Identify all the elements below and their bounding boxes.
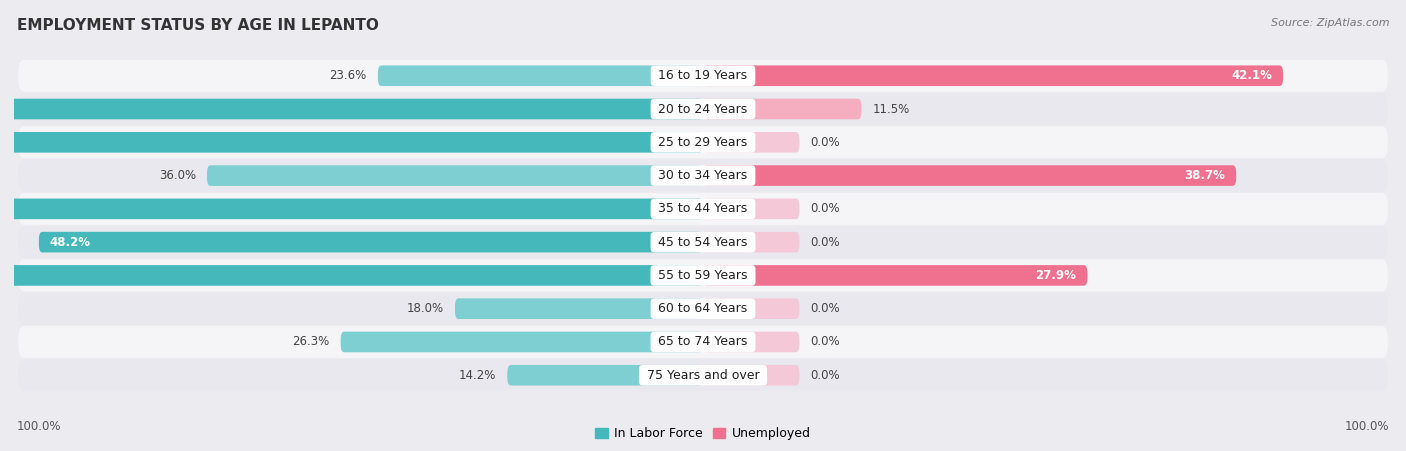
Text: 0.0%: 0.0% <box>810 136 841 149</box>
FancyBboxPatch shape <box>39 232 703 253</box>
FancyBboxPatch shape <box>207 165 703 186</box>
Text: 0.0%: 0.0% <box>810 202 841 216</box>
FancyBboxPatch shape <box>0 99 703 120</box>
FancyBboxPatch shape <box>18 259 1388 291</box>
FancyBboxPatch shape <box>378 65 703 86</box>
Text: 30 to 34 Years: 30 to 34 Years <box>654 169 752 182</box>
FancyBboxPatch shape <box>0 265 703 286</box>
Text: 27.9%: 27.9% <box>1036 269 1077 282</box>
Text: 38.7%: 38.7% <box>1184 169 1225 182</box>
FancyBboxPatch shape <box>18 93 1388 125</box>
FancyBboxPatch shape <box>18 193 1388 225</box>
FancyBboxPatch shape <box>18 126 1388 158</box>
FancyBboxPatch shape <box>18 226 1388 258</box>
Text: Source: ZipAtlas.com: Source: ZipAtlas.com <box>1271 18 1389 28</box>
Text: 42.1%: 42.1% <box>1232 69 1272 82</box>
FancyBboxPatch shape <box>340 331 703 352</box>
Text: 0.0%: 0.0% <box>810 302 841 315</box>
FancyBboxPatch shape <box>703 232 800 253</box>
FancyBboxPatch shape <box>0 132 703 152</box>
Text: 45 to 54 Years: 45 to 54 Years <box>654 235 752 249</box>
Text: 0.0%: 0.0% <box>810 369 841 382</box>
FancyBboxPatch shape <box>703 198 800 219</box>
Text: 26.3%: 26.3% <box>292 336 329 349</box>
FancyBboxPatch shape <box>703 65 1284 86</box>
FancyBboxPatch shape <box>456 299 703 319</box>
Text: 25 to 29 Years: 25 to 29 Years <box>654 136 752 149</box>
Text: EMPLOYMENT STATUS BY AGE IN LEPANTO: EMPLOYMENT STATUS BY AGE IN LEPANTO <box>17 18 378 33</box>
Text: 16 to 19 Years: 16 to 19 Years <box>654 69 752 82</box>
FancyBboxPatch shape <box>703 299 800 319</box>
Text: 65 to 74 Years: 65 to 74 Years <box>654 336 752 349</box>
FancyBboxPatch shape <box>18 160 1388 192</box>
FancyBboxPatch shape <box>703 365 800 386</box>
Text: 75 Years and over: 75 Years and over <box>643 369 763 382</box>
FancyBboxPatch shape <box>703 165 1236 186</box>
Text: 60 to 64 Years: 60 to 64 Years <box>654 302 752 315</box>
Text: 0.0%: 0.0% <box>810 235 841 249</box>
Text: 100.0%: 100.0% <box>1344 420 1389 433</box>
Text: 36.0%: 36.0% <box>159 169 195 182</box>
Text: 18.0%: 18.0% <box>406 302 444 315</box>
Text: 100.0%: 100.0% <box>17 420 62 433</box>
Text: 20 to 24 Years: 20 to 24 Years <box>654 102 752 115</box>
Text: 0.0%: 0.0% <box>810 336 841 349</box>
FancyBboxPatch shape <box>703 132 800 152</box>
Text: 11.5%: 11.5% <box>873 102 910 115</box>
Text: 23.6%: 23.6% <box>329 69 367 82</box>
Legend: In Labor Force, Unemployed: In Labor Force, Unemployed <box>591 423 815 446</box>
FancyBboxPatch shape <box>703 99 862 120</box>
Text: 35 to 44 Years: 35 to 44 Years <box>654 202 752 216</box>
FancyBboxPatch shape <box>18 326 1388 358</box>
FancyBboxPatch shape <box>703 265 1087 286</box>
FancyBboxPatch shape <box>18 60 1388 92</box>
Text: 14.2%: 14.2% <box>458 369 496 382</box>
FancyBboxPatch shape <box>703 331 800 352</box>
FancyBboxPatch shape <box>18 293 1388 325</box>
Text: 55 to 59 Years: 55 to 59 Years <box>654 269 752 282</box>
Text: 48.2%: 48.2% <box>49 235 91 249</box>
FancyBboxPatch shape <box>0 198 703 219</box>
FancyBboxPatch shape <box>18 359 1388 391</box>
FancyBboxPatch shape <box>508 365 703 386</box>
